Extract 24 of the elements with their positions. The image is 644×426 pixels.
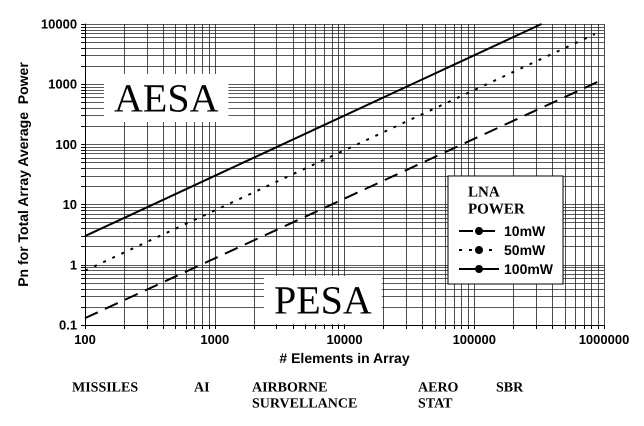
x-tick-label: 1000: [200, 332, 230, 347]
x-axis-title: # Elements in Array: [279, 350, 410, 366]
y-axis-title: Pn for Total Array Average Power: [15, 62, 31, 287]
x-tick-label: 1000000: [578, 332, 630, 347]
text: AIRBORNE SURVELLANCE: [252, 380, 358, 412]
y-tick-label: 100: [55, 136, 78, 152]
legend-label: 100mW: [504, 261, 554, 277]
y-tick-label: 1000: [48, 76, 78, 92]
legend-label: 10mW: [504, 223, 546, 239]
y-tick-label: 1: [70, 257, 78, 272]
text: AERO STAT: [418, 380, 459, 412]
y-tick-label: 10000: [40, 16, 78, 32]
annotation: PESA: [274, 278, 372, 322]
legend-label: 50mW: [504, 242, 546, 258]
legend-title: LNA POWER: [468, 184, 525, 218]
text: AI: [194, 380, 210, 396]
x-tick-label: 100000: [452, 332, 496, 347]
y-tick-label: 0.1: [58, 318, 78, 332]
text: SBR: [496, 380, 524, 396]
text: MISSILES: [72, 380, 138, 396]
annotation: AESA: [114, 76, 219, 120]
y-tick-label: 10: [62, 197, 78, 212]
x-tick-label: 10000: [326, 332, 363, 347]
x-tick-label: 100: [74, 332, 96, 347]
